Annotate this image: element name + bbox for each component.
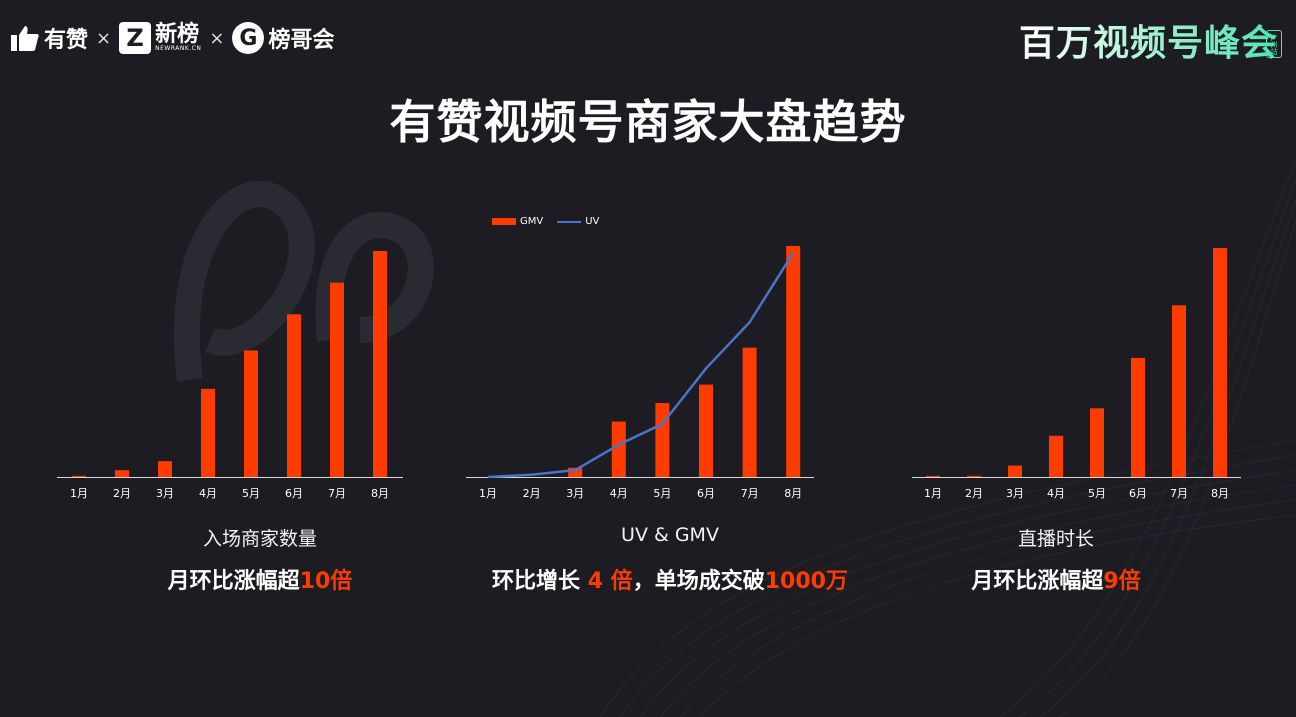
bangge-g-icon: G: [232, 22, 265, 54]
bar-live-duration-3: [1008, 465, 1022, 477]
bar-live-duration-6: [1131, 357, 1145, 477]
summit-title: 百万视频号峰会: [1019, 14, 1278, 66]
bar-merchants-8: [373, 251, 387, 477]
xinbang-z-icon: Z: [119, 22, 152, 54]
highlight-uv-gmv: 环比增长 4 倍，单场成交破1000万: [440, 563, 900, 595]
tick-label-uv-gmv-2: 2月: [523, 487, 541, 500]
logo-youzan-text: 有赞: [44, 28, 89, 53]
chart-caption-uv-gmv: UV & GMV: [621, 524, 719, 546]
highlight-uv-gmv-prefix: 环比增长: [492, 569, 588, 594]
bar-merchants-3: [158, 461, 172, 477]
bar-merchants-4: [201, 388, 215, 477]
legend-item-gmv: GMV: [492, 216, 543, 227]
tick-label-uv-gmv-8: 8月: [784, 487, 802, 500]
bar-uv-gmv-4: [611, 421, 626, 477]
bar-live-duration-7: [1172, 305, 1186, 477]
legend-label-uv: UV: [585, 216, 600, 227]
logo-bangge: G 榜哥会: [232, 22, 334, 54]
tick-label-live-duration-6: 6月: [1129, 487, 1147, 500]
highlight-merchants-prefix: 月环比涨幅超: [167, 569, 300, 594]
thumbs-up-icon: [11, 26, 39, 51]
bar-uv-gmv-6: [699, 384, 713, 477]
tick-label-merchants-3: 3月: [156, 487, 174, 500]
logo-separator: ×: [96, 27, 112, 49]
tick-label-uv-gmv-5: 5月: [653, 487, 671, 500]
bar-uv-gmv-8: [786, 246, 801, 477]
bar-merchants-6: [287, 314, 301, 477]
bar-uv-gmv-3: [568, 467, 583, 477]
bar-live-duration-8: [1213, 248, 1227, 477]
bar-uv-gmv-5: [655, 403, 670, 477]
tick-label-uv-gmv-7: 7月: [741, 487, 759, 500]
chart-caption-merchants: 入场商家数量: [202, 528, 317, 550]
logo-xinbang-text: 新榜: [155, 22, 200, 47]
page-title: 有赞视频号商家大盘趋势: [389, 95, 907, 149]
legend-swatch-uv: [557, 220, 582, 223]
highlight-live-duration-prefix: 月环比涨幅超: [971, 569, 1104, 594]
highlight-uv-gmv-number2: 1000万: [764, 569, 848, 594]
logo-xinbang: Z 新榜 NEWRANK.CN: [119, 22, 201, 54]
partner-logos: 有赞 × Z 新榜 NEWRANK.CN × G 榜哥会: [10, 18, 334, 58]
bar-live-duration-1: [926, 475, 940, 477]
tick-label-merchants-5: 5月: [242, 487, 260, 500]
line-uv: [487, 252, 795, 479]
tick-label-merchants-6: 6月: [285, 487, 303, 500]
tick-label-live-duration-8: 8月: [1211, 487, 1229, 500]
tick-label-merchants-8: 8月: [371, 487, 389, 500]
legend-swatch-gmv: [492, 218, 516, 225]
logo-separator-2: ×: [209, 27, 225, 49]
bar-merchants-1: [72, 475, 86, 477]
bar-uv-gmv-7: [742, 347, 757, 477]
bar-merchants-2: [115, 470, 129, 477]
tick-label-merchants-4: 4月: [199, 487, 217, 500]
logo-youzan: 有赞: [10, 22, 88, 54]
tick-label-live-duration-4: 4月: [1047, 487, 1065, 500]
bar-live-duration-2: [967, 475, 981, 477]
legend-item-uv: UV: [557, 216, 599, 227]
bar-merchants-7: [330, 282, 344, 477]
highlight-merchants-number: 10倍: [299, 569, 353, 594]
legend-label-gmv: GMV: [520, 216, 544, 227]
summit-tag: 广州站: [1266, 30, 1282, 58]
tick-label-live-duration-3: 3月: [1006, 487, 1024, 500]
tick-label-uv-gmv-1: 1月: [479, 487, 497, 500]
chart-caption-live-duration: 直播时长: [1017, 528, 1094, 550]
highlight-uv-gmv-number: 4 倍: [587, 569, 633, 594]
logo-xinbang-sub: NEWRANK.CN: [155, 45, 202, 52]
tick-label-uv-gmv-3: 3月: [566, 487, 584, 500]
tick-label-merchants-1: 1月: [70, 487, 88, 500]
highlight-uv-gmv-mid: ，单场成交破: [632, 569, 765, 594]
bar-live-duration-4: [1049, 435, 1063, 477]
tick-label-merchants-7: 7月: [328, 487, 346, 500]
tick-label-live-duration-1: 1月: [924, 487, 942, 500]
bar-live-duration-5: [1090, 408, 1104, 477]
tick-label-live-duration-5: 5月: [1088, 487, 1106, 500]
tick-label-merchants-2: 2月: [113, 487, 131, 500]
bar-merchants-5: [244, 350, 258, 477]
highlight-live-duration-number: 9倍: [1103, 569, 1141, 594]
highlight-live-duration: 月环比涨幅超9倍: [896, 563, 1216, 595]
logo-bangge-text: 榜哥会: [268, 28, 335, 53]
chart-legend: GMV UV: [492, 216, 599, 227]
tick-label-live-duration-2: 2月: [965, 487, 983, 500]
tick-label-live-duration-7: 7月: [1170, 487, 1188, 500]
tick-label-uv-gmv-6: 6月: [697, 487, 715, 500]
highlight-merchants: 月环比涨幅超10倍: [100, 563, 420, 595]
tick-label-uv-gmv-4: 4月: [610, 487, 628, 500]
